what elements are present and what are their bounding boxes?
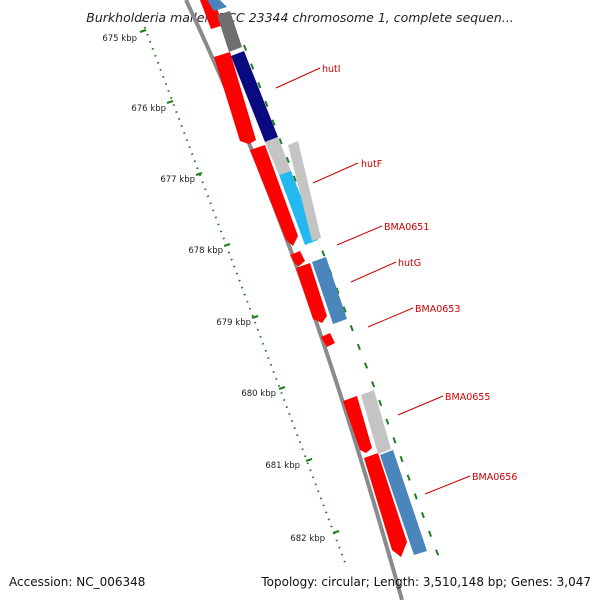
annotation-block[interactable]	[279, 171, 318, 245]
gene-label-bma0651[interactable]: BMA0651	[384, 222, 429, 233]
ruler-label-678: 678 kbp	[188, 246, 223, 256]
annotation-block[interactable]	[207, 0, 227, 11]
ruler-label-679: 679 kbp	[216, 318, 251, 328]
gene-label-leaders	[275, 67, 471, 495]
cds-feature[interactable]	[321, 333, 335, 347]
annotation-block[interactable]	[217, 11, 242, 52]
cds-feature[interactable]	[250, 145, 298, 246]
annotation-block[interactable]	[361, 390, 391, 454]
annotation-block[interactable]	[265, 137, 291, 175]
ruler-label-676: 676 kbp	[131, 104, 166, 114]
cds-feature[interactable]	[364, 453, 407, 557]
annotation-block[interactable]	[380, 450, 427, 555]
cds-feature[interactable]	[290, 251, 305, 266]
gene-label-bma0656[interactable]: BMA0656	[472, 472, 517, 483]
topology-label: Topology: circular; Length: 3,510,148 bp…	[261, 575, 591, 589]
annotation-block[interactable]	[231, 51, 278, 142]
ruler-ticks	[139, 28, 340, 535]
ruler-label-681: 681 kbp	[265, 461, 300, 471]
ruler-label-682: 682 kbp	[290, 534, 325, 544]
cds-feature[interactable]	[200, 0, 224, 29]
ruler-label-680: 680 kbp	[241, 389, 276, 399]
ruler-label-675: 675 kbp	[102, 34, 137, 44]
accession-label: Accession: NC_006348	[9, 575, 146, 589]
ruler-labels: 675 kbp 676 kbp 677 kbp 678 kbp 679 kbp …	[102, 34, 325, 544]
gene-label-bma0655[interactable]: BMA0655	[445, 392, 490, 403]
cds-features[interactable]	[200, 0, 407, 557]
gene-label-hutg[interactable]: hutG	[398, 258, 421, 269]
cds-feature[interactable]	[214, 52, 256, 144]
chromosome-backbone	[184, 0, 404, 600]
cds-feature[interactable]	[296, 263, 327, 323]
ruler-dotted-track	[141, 19, 348, 569]
gene-label-hutf[interactable]: hutF	[361, 159, 382, 170]
annotation-blocks[interactable]	[207, 0, 427, 555]
gene-labels[interactable]: hutI hutF BMA0651 hutG BMA0653 BMA0655 B…	[322, 64, 517, 483]
inner-ruler-track	[243, 44, 441, 561]
cds-feature[interactable]	[343, 396, 372, 453]
ruler-label-677: 677 kbp	[160, 175, 195, 185]
gene-label-bma0653[interactable]: BMA0653	[415, 304, 460, 315]
annotation-block[interactable]	[312, 257, 347, 324]
gene-label-huti[interactable]: hutI	[322, 64, 341, 75]
annotation-block[interactable]	[288, 141, 321, 241]
